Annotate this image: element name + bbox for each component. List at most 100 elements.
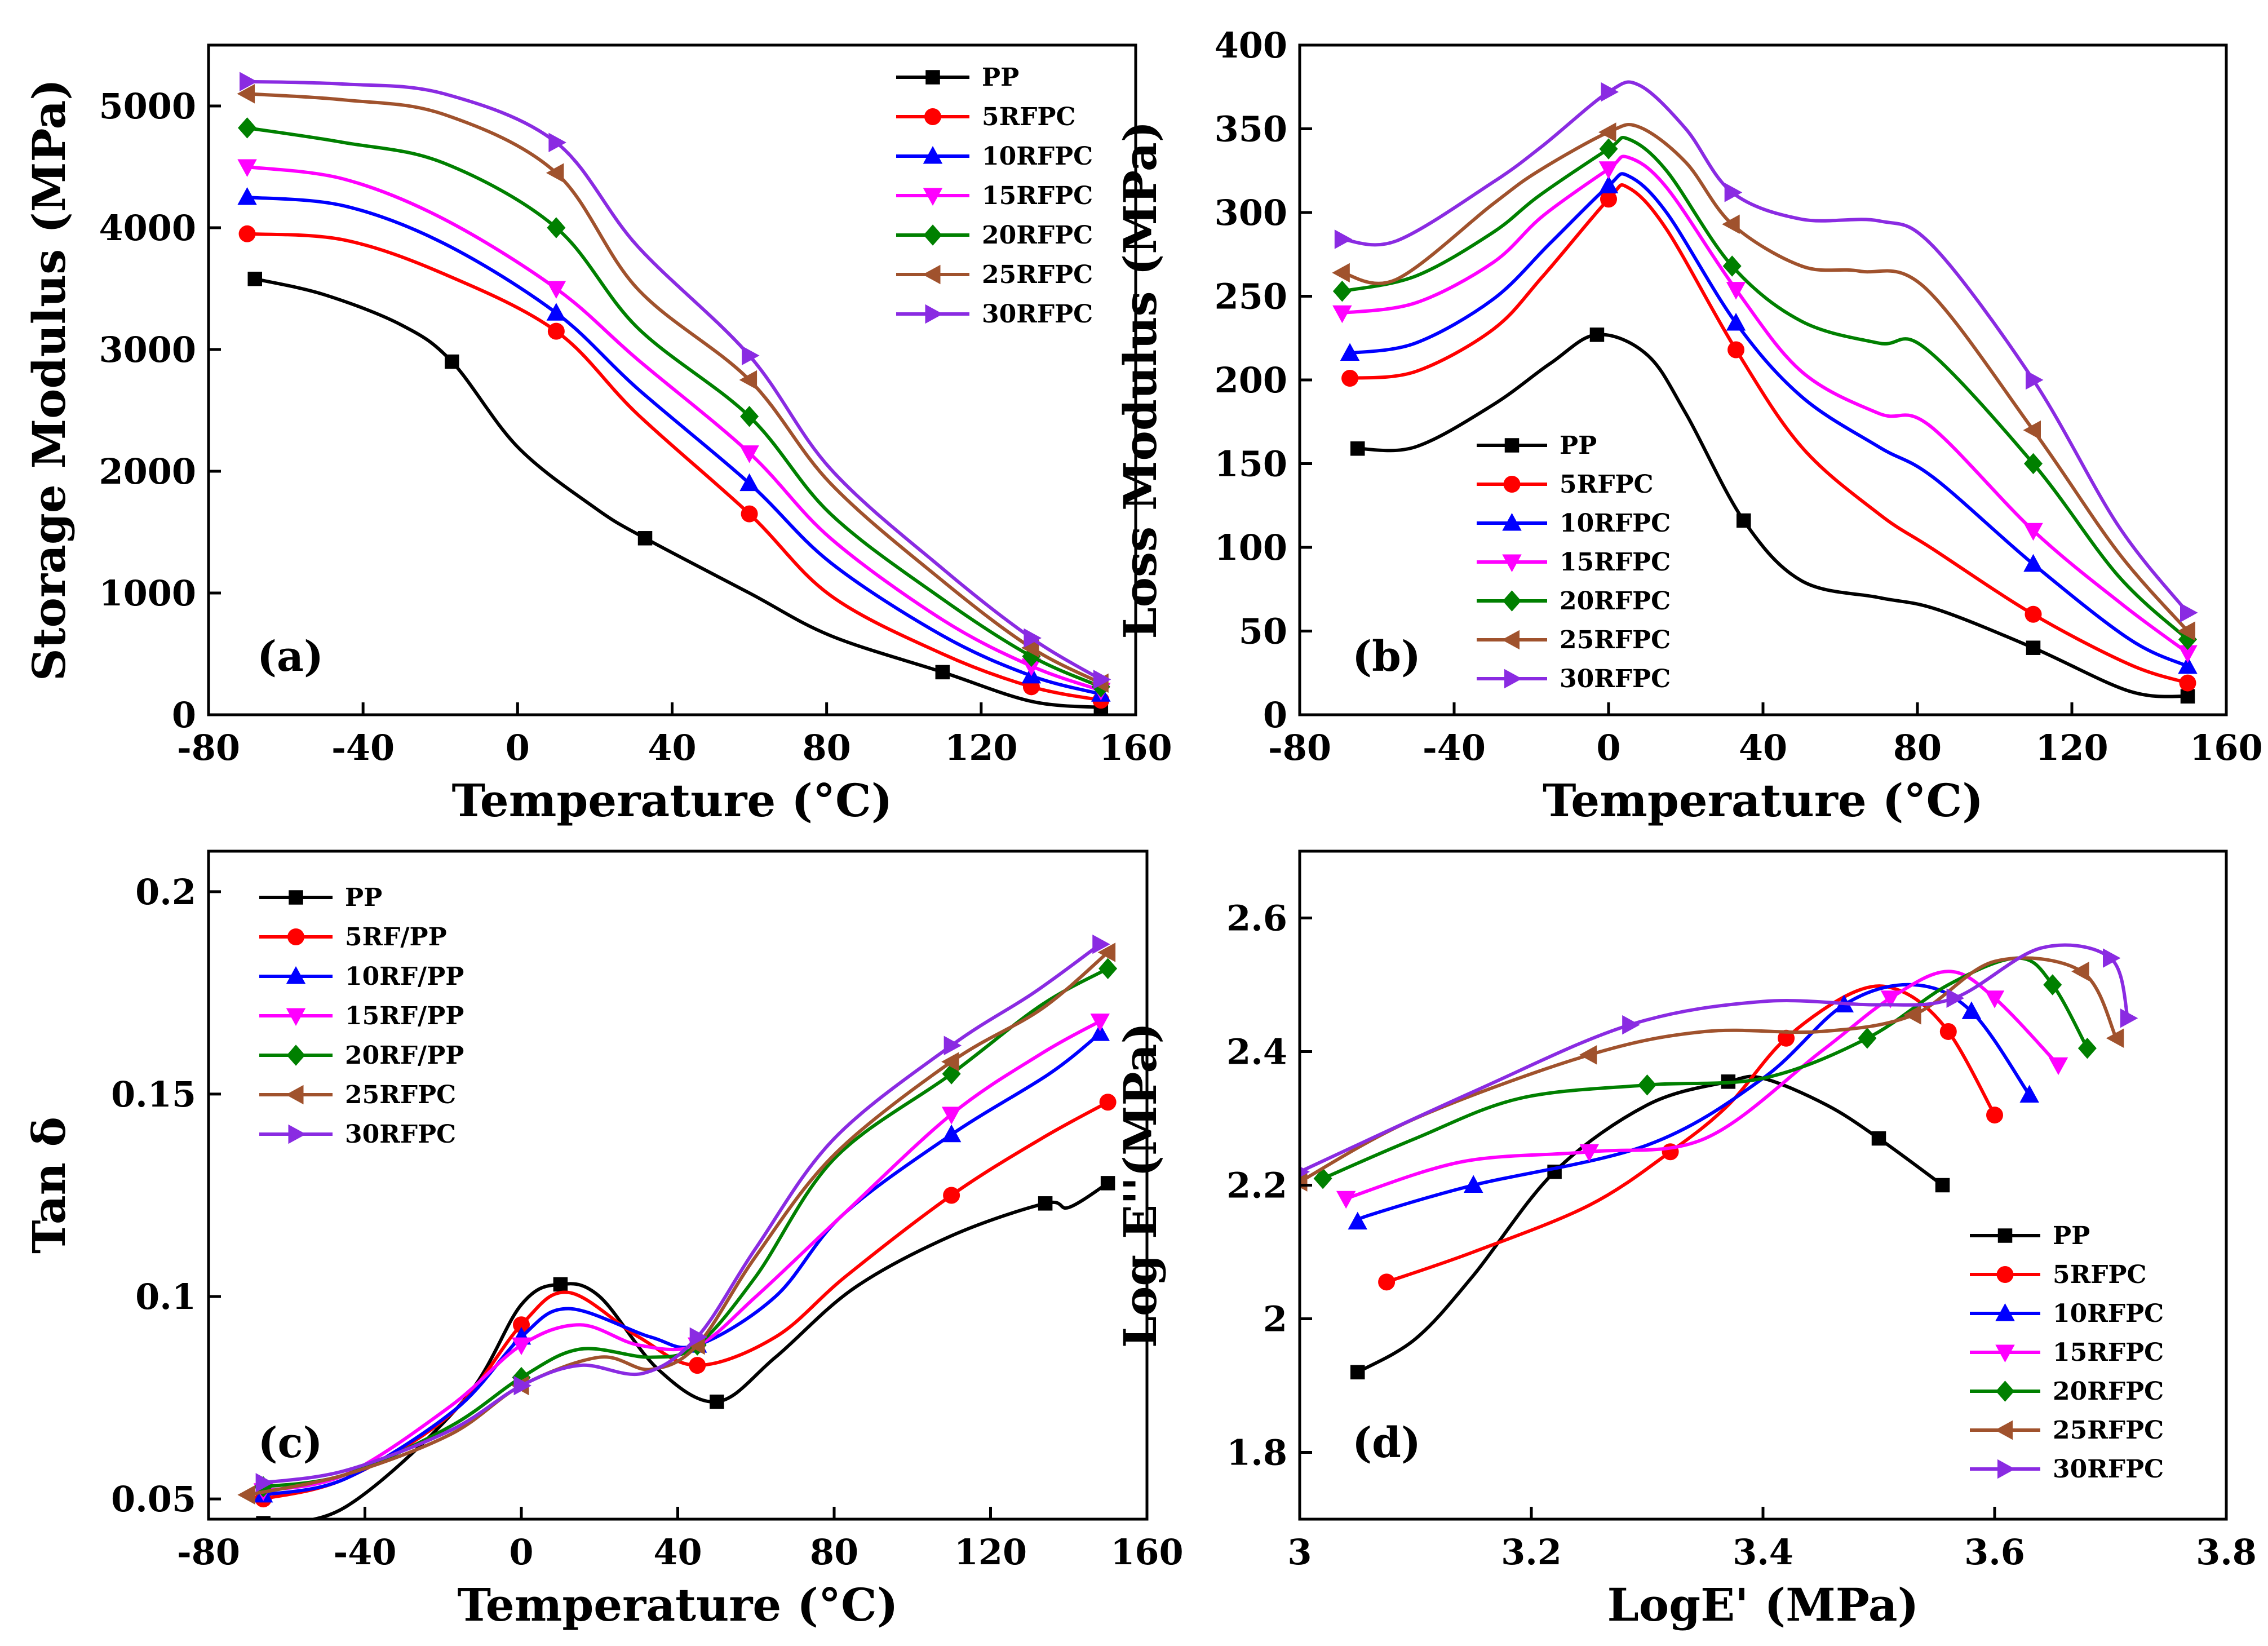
data-point-a-6-5 bbox=[742, 346, 760, 366]
data-point-d-2-2 bbox=[1464, 1175, 1483, 1193]
x-tick-label-a-5: 120 bbox=[945, 727, 1017, 768]
data-point-b-6-11 bbox=[2026, 370, 2044, 390]
series-line-a-0 bbox=[254, 277, 1101, 709]
data-point-d-2-8 bbox=[2019, 1085, 2039, 1103]
data-point-a-0-9 bbox=[935, 665, 950, 680]
data-point-c-4-11 bbox=[1098, 958, 1118, 980]
y-tick-label-b-5: 250 bbox=[1215, 276, 1287, 317]
legend-marker-b-2 bbox=[1502, 513, 1522, 531]
y-axis-label-b: Loss Modulus (MPa) bbox=[1114, 121, 1167, 639]
data-point-b-3-0 bbox=[1332, 305, 1352, 324]
data-point-b-1-7 bbox=[1727, 341, 1745, 359]
legend-marker-c-4 bbox=[286, 1045, 305, 1066]
data-point-a-6-8 bbox=[1024, 628, 1042, 648]
legend-entry-c-5: 25RFPC bbox=[345, 1081, 456, 1109]
data-point-a-6-3 bbox=[548, 132, 566, 153]
plot-area-b bbox=[1332, 80, 2198, 704]
series-line-d-1 bbox=[1386, 984, 1996, 1284]
y-tick-label-c-1: 0.1 bbox=[135, 1276, 196, 1317]
legend-entry-d-6: 30RFPC bbox=[2053, 1455, 2164, 1484]
data-point-b-2-11 bbox=[2023, 554, 2043, 572]
series-line-a-3 bbox=[247, 165, 1102, 692]
legend-entry-c-6: 30RFPC bbox=[345, 1120, 456, 1149]
data-point-c-6-11 bbox=[1092, 934, 1110, 954]
data-point-d-6-8 bbox=[2120, 1008, 2138, 1028]
data-point-d-5-2 bbox=[1579, 1045, 1597, 1065]
y-axis-label-a: Storage Modulus (MPa) bbox=[23, 79, 76, 681]
panel-label-c: (c) bbox=[258, 1419, 322, 1467]
data-point-b-3-11 bbox=[2023, 523, 2043, 541]
y-tick-label-d-2: 2.2 bbox=[1226, 1165, 1287, 1206]
legend-marker-c-0 bbox=[289, 890, 303, 905]
legend-entry-a-6: 30RFPC bbox=[982, 300, 1093, 329]
legend-entry-d-1: 5RFPC bbox=[2053, 1260, 2147, 1289]
data-point-b-0-4 bbox=[1589, 328, 1605, 342]
x-tick-label-d-0: 3 bbox=[1287, 1532, 1312, 1573]
data-point-d-0-9 bbox=[1935, 1178, 1950, 1193]
legend-marker-d-5 bbox=[1995, 1420, 2013, 1440]
data-point-d-5-8 bbox=[2106, 1028, 2124, 1048]
data-point-d-6-7 bbox=[2103, 948, 2121, 968]
series-line-a-5 bbox=[247, 92, 1102, 685]
legend-marker-d-3 bbox=[1995, 1344, 2015, 1362]
data-point-d-6-2 bbox=[1622, 1015, 1640, 1035]
data-point-b-6-0 bbox=[1334, 229, 1353, 249]
y-tick-label-b-3: 150 bbox=[1215, 444, 1287, 485]
data-point-c-0-4 bbox=[553, 1277, 568, 1292]
legend-entry-c-3: 15RF/PP bbox=[345, 1002, 464, 1030]
data-point-b-2-7 bbox=[1726, 313, 1746, 331]
data-point-a-3-3 bbox=[546, 281, 566, 299]
data-point-d-4-0 bbox=[1313, 1167, 1332, 1189]
legend-entry-c-2: 10RF/PP bbox=[345, 962, 464, 991]
data-point-c-3-11 bbox=[1090, 1014, 1110, 1032]
axes-frame-b bbox=[1298, 43, 2228, 716]
data-point-b-3-4 bbox=[1598, 161, 1619, 179]
data-point-b-6-4 bbox=[1601, 82, 1619, 102]
series-line-b-4 bbox=[1341, 136, 2189, 641]
data-point-b-4-11 bbox=[2024, 453, 2043, 475]
chart-panel-a: -80 -40 0 40 80 120 160 0 1000 2000 3000 4000 5000 Te… bbox=[23, 43, 1172, 827]
legend-marker-d-2 bbox=[1995, 1303, 2015, 1321]
legend-marker-b-1 bbox=[1503, 476, 1521, 493]
data-point-b-6-7 bbox=[1724, 183, 1743, 202]
legend-marker-c-2 bbox=[286, 966, 306, 984]
y-tick-label-b-1: 50 bbox=[1239, 611, 1287, 652]
data-point-a-1-0 bbox=[238, 225, 256, 242]
data-point-b-0-11 bbox=[2026, 640, 2041, 655]
series-line-a-2 bbox=[247, 196, 1102, 696]
series-line-a-1 bbox=[247, 232, 1101, 702]
series-line-b-0 bbox=[1357, 333, 2188, 698]
y-tick-label-b-4: 200 bbox=[1215, 360, 1287, 401]
x-tick-label-a-1: -40 bbox=[331, 727, 395, 768]
series-line-c-5 bbox=[247, 951, 1109, 1497]
data-point-d-0-8 bbox=[1871, 1131, 1886, 1146]
data-point-d-6-0 bbox=[1300, 1166, 1310, 1178]
x-axis-label-b: Temperature (°C) bbox=[1543, 774, 1983, 827]
y-tick-label-a-4: 4000 bbox=[99, 207, 196, 249]
legend-marker-b-0 bbox=[1504, 438, 1520, 453]
y-tick-label-d-1: 2 bbox=[1263, 1299, 1287, 1340]
x-tick-label-a-0: -80 bbox=[177, 727, 240, 768]
data-point-b-3-13 bbox=[2178, 645, 2198, 663]
x-tick-label-b-4: 80 bbox=[1893, 727, 1942, 768]
legend-marker-c-5 bbox=[286, 1085, 304, 1105]
data-point-b-1-11 bbox=[2025, 605, 2042, 623]
legend-marker-b-6 bbox=[1504, 669, 1522, 689]
legend-entry-a-1: 5RFPC bbox=[982, 103, 1076, 131]
legend-entry-b-0: PP bbox=[1560, 431, 1597, 460]
data-point-a-1-5 bbox=[741, 505, 758, 523]
x-tick-label-b-2: 0 bbox=[1596, 727, 1620, 768]
x-axis-label-c: Temperature (°C) bbox=[457, 1578, 898, 1631]
legend-marker-c-3 bbox=[286, 1008, 306, 1026]
data-point-a-3-5 bbox=[739, 445, 759, 463]
y-tick-label-b-2: 100 bbox=[1215, 527, 1287, 568]
series-line-d-2 bbox=[1355, 983, 2031, 1224]
data-point-a-0-6 bbox=[637, 531, 653, 546]
legend-entry-d-4: 20RFPC bbox=[2053, 1377, 2164, 1406]
data-point-b-4-4 bbox=[1599, 138, 1618, 160]
x-tick-label-b-6: 160 bbox=[2190, 727, 2262, 768]
data-point-c-5-9 bbox=[941, 1052, 959, 1072]
legend-marker-b-4 bbox=[1503, 590, 1521, 612]
data-point-b-5-13 bbox=[2177, 621, 2195, 641]
